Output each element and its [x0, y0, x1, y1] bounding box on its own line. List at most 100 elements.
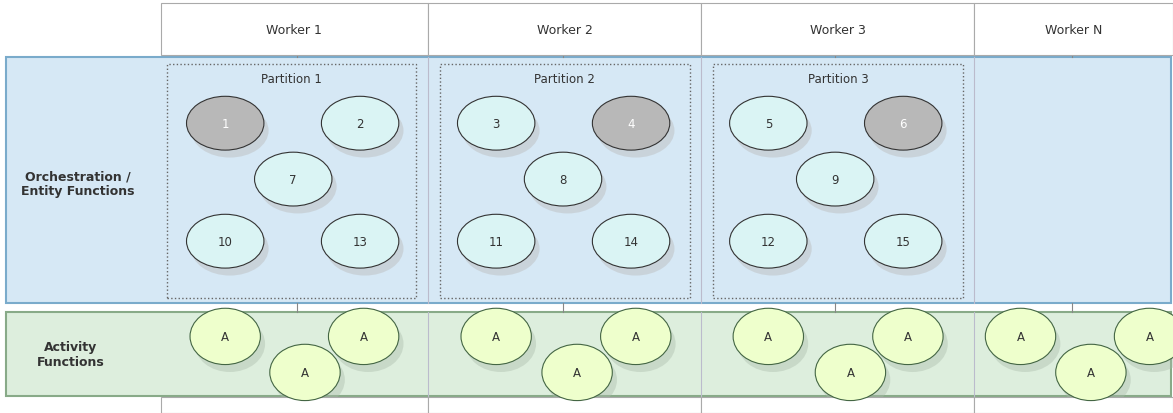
- Ellipse shape: [462, 222, 540, 276]
- Ellipse shape: [592, 215, 670, 268]
- Ellipse shape: [601, 309, 671, 365]
- Ellipse shape: [462, 104, 540, 158]
- Text: 4: 4: [628, 117, 635, 131]
- Ellipse shape: [1056, 344, 1126, 401]
- Text: Worker N: Worker N: [1045, 24, 1101, 36]
- Ellipse shape: [801, 160, 879, 214]
- Text: A: A: [1087, 366, 1094, 379]
- Text: Partition 3: Partition 3: [808, 73, 868, 86]
- Text: A: A: [301, 366, 308, 379]
- Ellipse shape: [597, 222, 674, 276]
- Ellipse shape: [274, 352, 345, 408]
- Ellipse shape: [990, 316, 1060, 372]
- Ellipse shape: [457, 97, 535, 151]
- Ellipse shape: [1114, 309, 1173, 365]
- Text: A: A: [493, 330, 500, 343]
- Ellipse shape: [869, 104, 947, 158]
- Text: 3: 3: [493, 117, 500, 131]
- Text: 2: 2: [357, 117, 364, 131]
- Ellipse shape: [865, 97, 942, 151]
- FancyBboxPatch shape: [974, 4, 1173, 56]
- Text: 9: 9: [832, 173, 839, 186]
- FancyBboxPatch shape: [6, 312, 1171, 396]
- Text: A: A: [1146, 330, 1153, 343]
- Text: A: A: [904, 330, 911, 343]
- Ellipse shape: [1060, 352, 1131, 408]
- Ellipse shape: [328, 309, 399, 365]
- Text: Partition 2: Partition 2: [535, 73, 595, 86]
- Ellipse shape: [466, 316, 536, 372]
- Text: Worker 2: Worker 2: [537, 24, 592, 36]
- Ellipse shape: [191, 104, 269, 158]
- Ellipse shape: [187, 97, 264, 151]
- Ellipse shape: [869, 222, 947, 276]
- FancyBboxPatch shape: [161, 4, 428, 56]
- Text: 12: 12: [761, 235, 775, 248]
- Ellipse shape: [191, 222, 269, 276]
- Text: A: A: [1017, 330, 1024, 343]
- Text: 8: 8: [560, 173, 567, 186]
- Text: A: A: [574, 366, 581, 379]
- Ellipse shape: [321, 215, 399, 268]
- Ellipse shape: [547, 352, 617, 408]
- Ellipse shape: [592, 97, 670, 151]
- Ellipse shape: [333, 316, 404, 372]
- Text: Orchestration /
Entity Functions: Orchestration / Entity Functions: [21, 170, 134, 198]
- Ellipse shape: [270, 344, 340, 401]
- Text: 14: 14: [624, 235, 638, 248]
- Ellipse shape: [321, 97, 399, 151]
- Text: Worker 3: Worker 3: [809, 24, 866, 36]
- FancyBboxPatch shape: [428, 4, 701, 56]
- Ellipse shape: [734, 104, 812, 158]
- Text: 7: 7: [290, 173, 297, 186]
- Ellipse shape: [605, 316, 676, 372]
- Ellipse shape: [1119, 316, 1173, 372]
- Ellipse shape: [190, 309, 260, 365]
- Ellipse shape: [524, 153, 602, 206]
- Ellipse shape: [738, 316, 808, 372]
- Ellipse shape: [255, 153, 332, 206]
- FancyBboxPatch shape: [428, 397, 701, 413]
- Text: 11: 11: [489, 235, 503, 248]
- FancyBboxPatch shape: [974, 397, 1173, 413]
- Ellipse shape: [457, 215, 535, 268]
- Ellipse shape: [542, 344, 612, 401]
- Text: 5: 5: [765, 117, 772, 131]
- FancyBboxPatch shape: [701, 397, 974, 413]
- Ellipse shape: [820, 352, 890, 408]
- Text: A: A: [360, 330, 367, 343]
- Ellipse shape: [195, 316, 265, 372]
- Ellipse shape: [187, 215, 264, 268]
- Text: Worker 1: Worker 1: [266, 24, 323, 36]
- Ellipse shape: [529, 160, 606, 214]
- FancyBboxPatch shape: [161, 397, 428, 413]
- Text: Partition 1: Partition 1: [262, 73, 321, 86]
- Ellipse shape: [730, 97, 807, 151]
- Text: A: A: [847, 366, 854, 379]
- Ellipse shape: [985, 309, 1056, 365]
- Text: 6: 6: [900, 117, 907, 131]
- Ellipse shape: [873, 309, 943, 365]
- Text: 10: 10: [218, 235, 232, 248]
- Ellipse shape: [865, 215, 942, 268]
- FancyBboxPatch shape: [701, 4, 974, 56]
- Ellipse shape: [326, 104, 404, 158]
- Text: 1: 1: [222, 117, 229, 131]
- Ellipse shape: [461, 309, 531, 365]
- Text: 13: 13: [353, 235, 367, 248]
- Ellipse shape: [796, 153, 874, 206]
- Text: A: A: [765, 330, 772, 343]
- FancyBboxPatch shape: [6, 58, 1171, 304]
- Ellipse shape: [733, 309, 804, 365]
- Ellipse shape: [259, 160, 337, 214]
- Ellipse shape: [730, 215, 807, 268]
- Text: Activity
Functions: Activity Functions: [36, 340, 104, 368]
- Text: A: A: [632, 330, 639, 343]
- Ellipse shape: [326, 222, 404, 276]
- Text: A: A: [222, 330, 229, 343]
- Ellipse shape: [815, 344, 886, 401]
- Ellipse shape: [734, 222, 812, 276]
- Ellipse shape: [877, 316, 948, 372]
- Ellipse shape: [597, 104, 674, 158]
- Text: 15: 15: [896, 235, 910, 248]
